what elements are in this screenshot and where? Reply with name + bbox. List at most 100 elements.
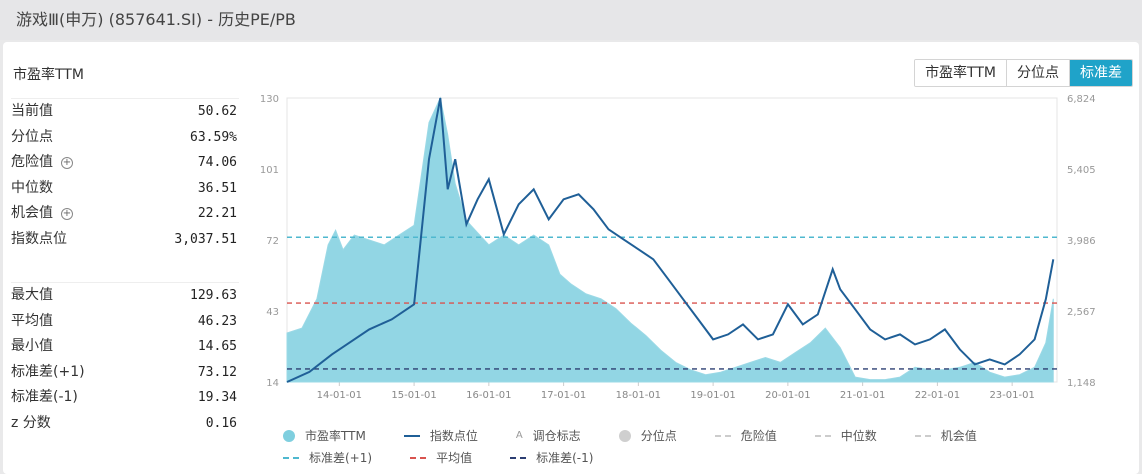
stat-value: 63.59%: [190, 129, 237, 145]
plus-circle-icon[interactable]: +: [61, 207, 73, 220]
legend-dot-icon: [283, 429, 295, 442]
stat-label: 最大值: [11, 287, 53, 303]
chart-card: 市盈率TTM 市盈率TTM 分位点 标准差 当前值 50.62 分位点 63.59%…: [3, 42, 1139, 474]
y-right-tick-label: 6,824: [1067, 94, 1096, 105]
legend-item-danger[interactable]: 危险值: [714, 427, 777, 444]
y-left-tick-label: 72: [266, 236, 279, 247]
y-left-tick-label: 43: [266, 307, 279, 318]
stats-bottom: 最大值 129.63 平均值 46.23 最小值 14.65 标准差(+1) 73.12…: [11, 282, 239, 436]
stat-label: 指数点位: [11, 230, 67, 247]
y-left-tick-label: 101: [260, 165, 279, 176]
legend-label: 标准差(-1): [536, 451, 594, 465]
legend-item-pos[interactable]: A 调仓标志: [516, 427, 581, 444]
tab-percentile[interactable]: 分位点: [1006, 60, 1069, 86]
stats-top: 当前值 50.62 分位点 63.59% 危险值 +74.06 中位数 36.51 机会…: [11, 98, 239, 252]
stat-row: 指数点位 3,037.51: [11, 227, 239, 253]
x-tick-label: 19-01-01: [690, 390, 735, 401]
legend-label: 危险值: [740, 429, 777, 443]
stat-row: z 分数 0.16: [11, 411, 239, 437]
x-tick-label: 14-01-01: [317, 390, 362, 401]
tab-pe-ttm[interactable]: 市盈率TTM: [915, 60, 1006, 86]
legend-triangle-icon: A: [515, 430, 523, 441]
plus-circle-icon[interactable]: +: [61, 156, 73, 169]
stat-label: 危险值: [11, 154, 53, 170]
legend-dash-icon: [914, 434, 931, 437]
stat-label: 平均值: [11, 312, 53, 329]
pe-chart[interactable]: 130 101 72 43 14 6,824 5,405 3,986 2,567 1,148 14-…: [233, 92, 1113, 412]
stat-row: 中位数 36.51: [11, 176, 239, 202]
legend-item-sdp[interactable]: 标准差(+1): [283, 449, 372, 466]
stat-value: 14.65: [197, 339, 237, 354]
stat-value: 36.51: [197, 180, 237, 196]
legend-row-1: 市盈率TTM 指数点位 A 调仓标志 分位点 危险值 中位数 机会值: [283, 427, 1015, 444]
legend-dash-icon: [410, 456, 427, 459]
tab-std-dev[interactable]: 标准差: [1069, 60, 1132, 86]
stat-value: 3,037.51: [174, 231, 237, 247]
x-tick-label: 23-01-01: [989, 390, 1034, 401]
section-title: 市盈率TTM: [13, 67, 84, 83]
x-tick-label: 17-01-01: [541, 390, 586, 401]
legend-dash-icon: [510, 456, 527, 459]
stat-label: z 分数: [11, 414, 51, 431]
stat-row: 标准差(+1) 73.12: [11, 360, 239, 386]
stat-label: 机会值: [11, 205, 53, 221]
stat-value: 129.63: [190, 288, 237, 303]
stat-label-wrap: 危险值 +: [11, 150, 73, 176]
stat-value: 0.16: [205, 415, 237, 431]
legend-label: 市盈率TTM: [305, 429, 366, 443]
x-tick-label: 21-01-01: [840, 390, 885, 401]
legend-label: 机会值: [940, 429, 977, 443]
stat-row: 分位点 63.59%: [11, 125, 239, 151]
legend-item-pe[interactable]: 市盈率TTM: [283, 427, 366, 444]
legend-dot-icon: [618, 429, 631, 442]
legend-label: 中位数: [840, 429, 877, 443]
stat-value: 50.62: [197, 104, 237, 119]
x-tick-label: 22-01-01: [915, 390, 960, 401]
legend-item-avg[interactable]: 平均值: [410, 449, 472, 466]
stat-label-wrap: 机会值 +: [11, 201, 73, 227]
legend-label: 指数点位: [429, 429, 478, 443]
legend-dash-icon: [814, 434, 831, 437]
legend-item-sdm[interactable]: 标准差(-1): [510, 449, 593, 466]
x-tick-label: 20-01-01: [765, 390, 810, 401]
legend-item-pct[interactable]: 分位点: [618, 427, 677, 444]
legend-row-2: 标准差(+1) 平均值 标准差(-1): [283, 449, 631, 466]
stat-row: 机会值 +22.21: [11, 201, 239, 227]
stat-row: 最大值 129.63: [11, 283, 239, 309]
legend-dash-icon: [714, 434, 731, 437]
x-tick-label: 15-01-01: [391, 390, 436, 401]
y-left-tick-label: 130: [260, 94, 279, 105]
y-right-tick-label: 3,986: [1067, 236, 1096, 247]
stat-row: 当前值 50.62: [11, 99, 239, 125]
stat-label: 分位点: [11, 128, 53, 145]
stat-row: 最小值 14.65: [11, 334, 239, 360]
stat-label: 中位数: [11, 179, 53, 196]
legend-item-median[interactable]: 中位数: [814, 427, 877, 444]
stat-label: 当前值: [11, 103, 53, 119]
legend-item-idx[interactable]: 指数点位: [403, 427, 478, 444]
x-tick-label: 18-01-01: [616, 390, 661, 401]
y-left-tick-label: 14: [266, 378, 279, 389]
y-right-tick-label: 5,405: [1067, 165, 1096, 176]
index-line-series: [286, 97, 1055, 383]
legend-label: 调仓标志: [532, 429, 581, 443]
stat-label: 标准差(-1): [11, 389, 78, 405]
stat-value: 19.34: [197, 390, 237, 405]
stat-row: 平均值 46.23: [11, 309, 239, 335]
legend-label: 分位点: [640, 429, 677, 443]
stat-row: 标准差(-1) 19.34: [11, 385, 239, 411]
legend-dash-icon: [283, 456, 299, 459]
y-right-tick-label: 2,567: [1067, 307, 1096, 318]
legend-item-chance[interactable]: 机会值: [914, 427, 977, 444]
x-tick-label: 16-01-01: [466, 390, 511, 401]
pe-area-series: [286, 96, 1054, 383]
stat-value: 22.21: [197, 206, 237, 221]
window-title: 游戏Ⅲ(申万) (857641.SI) - 历史PE/PB: [0, 0, 1142, 40]
view-tabs: 市盈率TTM 分位点 标准差: [914, 59, 1133, 87]
stat-label: 标准差(+1): [11, 363, 85, 380]
legend-label: 平均值: [436, 451, 473, 465]
legend-label: 标准差(+1): [309, 451, 373, 465]
stat-label: 最小值: [11, 338, 53, 354]
y-right-tick-label: 1,148: [1067, 378, 1096, 389]
legend-line-icon: [403, 434, 420, 437]
